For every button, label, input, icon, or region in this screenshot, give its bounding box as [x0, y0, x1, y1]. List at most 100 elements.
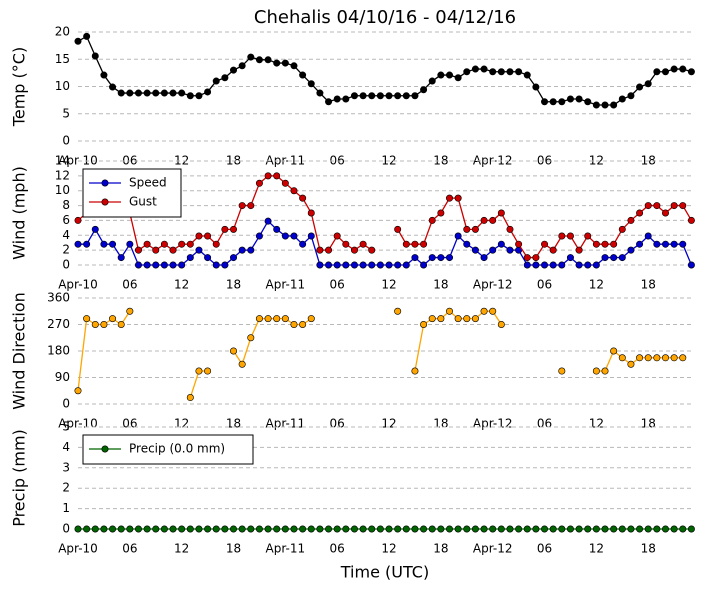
- data-point: [670, 525, 678, 533]
- data-point: [636, 209, 644, 217]
- data-point: [376, 261, 384, 269]
- x-tick-label: 18: [226, 278, 241, 292]
- x-tick-label: 18: [641, 278, 656, 292]
- data-point: [350, 261, 358, 269]
- data-point: [74, 37, 82, 45]
- data-point: [402, 261, 410, 269]
- data-point: [601, 254, 609, 262]
- y-tick-label: 4: [62, 440, 70, 454]
- legend-box: [82, 168, 182, 218]
- data-point: [307, 209, 315, 217]
- data-point: [584, 98, 592, 106]
- data-point: [281, 525, 289, 533]
- data-point: [247, 53, 255, 61]
- data-point: [143, 240, 151, 248]
- data-point: [238, 360, 246, 368]
- data-point: [134, 246, 142, 254]
- x-tick-label: 06: [330, 542, 345, 556]
- data-point: [247, 525, 255, 533]
- data-point: [541, 240, 549, 248]
- data-point: [489, 307, 497, 315]
- data-point: [186, 525, 194, 533]
- data-point: [178, 261, 186, 269]
- x-tick-label: 12: [381, 278, 396, 292]
- data-point: [471, 65, 479, 73]
- data-point: [618, 254, 626, 262]
- x-tick-label: Apr-11: [266, 154, 306, 168]
- x-tick-label: 18: [226, 542, 241, 556]
- data-point: [471, 525, 479, 533]
- data-point: [454, 525, 462, 533]
- data-point: [255, 525, 263, 533]
- data-point: [117, 254, 125, 262]
- data-point: [532, 525, 540, 533]
- data-point: [636, 240, 644, 248]
- data-point: [394, 261, 402, 269]
- data-point: [532, 254, 540, 262]
- data-point: [687, 68, 695, 76]
- data-point: [91, 225, 99, 233]
- x-tick-label: 12: [174, 154, 189, 168]
- y-tick-label: 10: [55, 183, 70, 197]
- y-tick-label: 0: [62, 134, 70, 148]
- data-point: [497, 68, 505, 76]
- data-point: [446, 525, 454, 533]
- data-point: [687, 261, 695, 269]
- y-tick-label: 3: [62, 460, 70, 474]
- data-point: [636, 354, 644, 362]
- y-tick-label: 15: [55, 52, 70, 66]
- data-point: [446, 194, 454, 202]
- data-point: [437, 71, 445, 79]
- data-point: [402, 92, 410, 100]
- data-point: [506, 225, 514, 233]
- data-point: [523, 261, 531, 269]
- data-point: [575, 261, 583, 269]
- data-point: [515, 68, 523, 76]
- data-point: [506, 68, 514, 76]
- data-point: [273, 315, 281, 323]
- data-point: [221, 525, 229, 533]
- data-point: [592, 101, 600, 109]
- data-point: [428, 216, 436, 224]
- data-point: [273, 225, 281, 233]
- data-point: [402, 525, 410, 533]
- data-point: [325, 261, 333, 269]
- y-tick-label: 0: [62, 397, 70, 411]
- data-point: [653, 240, 661, 248]
- data-point: [221, 74, 229, 82]
- data-point: [195, 92, 203, 100]
- legend-marker: [101, 198, 109, 206]
- x-tick-label: Apr-12: [473, 542, 513, 556]
- data-point: [126, 525, 134, 533]
- data-point: [74, 240, 82, 248]
- data-point: [497, 240, 505, 248]
- data-point: [350, 525, 358, 533]
- data-point: [160, 240, 168, 248]
- data-point: [160, 89, 168, 97]
- data-point: [394, 92, 402, 100]
- data-point: [186, 254, 194, 262]
- data-point: [454, 232, 462, 240]
- data-point: [143, 89, 151, 97]
- data-point: [307, 232, 315, 240]
- x-tick-label: 18: [433, 417, 448, 431]
- data-point: [463, 240, 471, 248]
- data-point: [471, 246, 479, 254]
- y-tick-label: 6: [62, 213, 70, 227]
- data-point: [437, 525, 445, 533]
- data-point: [523, 525, 531, 533]
- data-point: [290, 320, 298, 328]
- data-point: [618, 354, 626, 362]
- data-point: [83, 315, 91, 323]
- data-point: [281, 179, 289, 187]
- data-point: [299, 71, 307, 79]
- data-point: [238, 62, 246, 70]
- data-point: [610, 254, 618, 262]
- data-point: [325, 525, 333, 533]
- data-point: [480, 525, 488, 533]
- data-point: [437, 209, 445, 217]
- data-point: [368, 246, 376, 254]
- data-point: [471, 225, 479, 233]
- data-point: [454, 315, 462, 323]
- data-point: [627, 216, 635, 224]
